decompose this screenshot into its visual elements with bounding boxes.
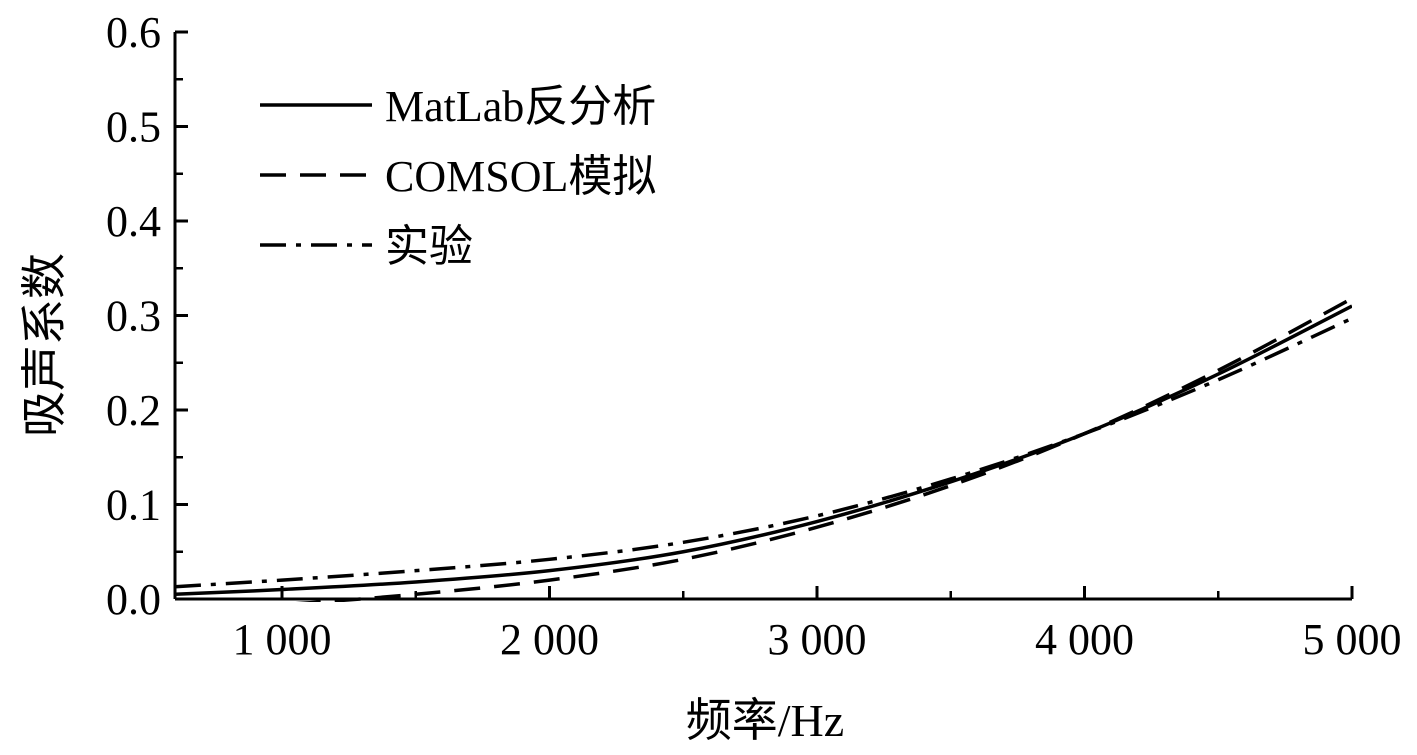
series-line-0 bbox=[175, 304, 1352, 597]
legend-label-1: COMSOL模拟 bbox=[385, 152, 656, 201]
series-line-1 bbox=[295, 296, 1352, 602]
x-axis-title: 频率/Hz bbox=[686, 695, 844, 746]
y-axis-title: 吸声系数 bbox=[19, 253, 70, 437]
x-tick-label: 1 000 bbox=[233, 615, 332, 664]
series-line-2 bbox=[175, 316, 1352, 589]
x-tick-label: 3 000 bbox=[768, 615, 867, 664]
y-tick-label: 0.0 bbox=[106, 575, 161, 624]
legend-label-0: MatLab反分析 bbox=[385, 82, 656, 131]
y-tick-label: 0.5 bbox=[106, 103, 161, 152]
x-tick-label: 2 000 bbox=[500, 615, 599, 664]
x-tick-label: 5 000 bbox=[1303, 615, 1402, 664]
y-tick-label: 0.6 bbox=[106, 8, 161, 57]
y-tick-label: 0.3 bbox=[106, 292, 161, 341]
x-tick-label: 4 000 bbox=[1035, 615, 1134, 664]
y-tick-label: 0.1 bbox=[106, 481, 161, 530]
y-tick-label: 0.2 bbox=[106, 386, 161, 435]
y-tick-label: 0.4 bbox=[106, 197, 161, 246]
legend-label-2: 实验 bbox=[385, 222, 473, 271]
